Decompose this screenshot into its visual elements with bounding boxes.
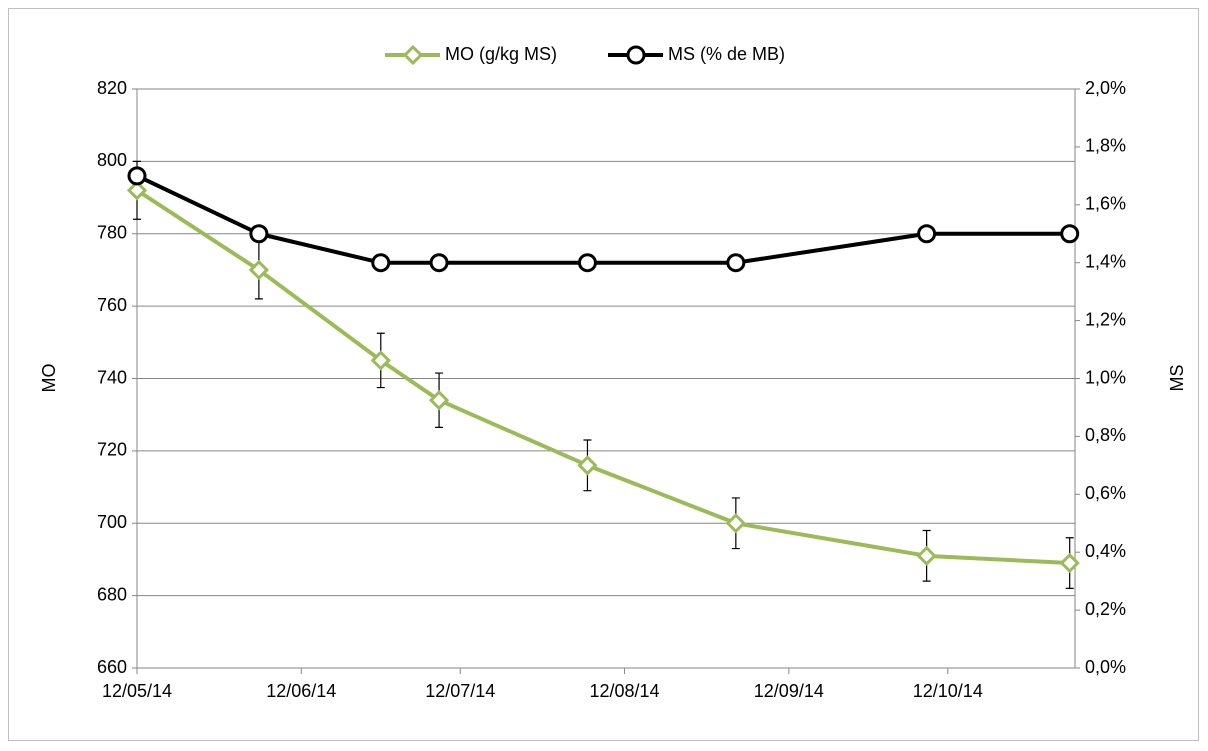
y2-tick-label: 1,0% bbox=[1085, 367, 1126, 387]
y-tick-label: 760 bbox=[97, 295, 127, 315]
x-tick-label: 12/08/14 bbox=[590, 681, 660, 701]
data-point bbox=[249, 224, 269, 244]
y2-tick-label: 0,0% bbox=[1085, 657, 1126, 677]
series-line bbox=[135, 188, 1070, 566]
data-point bbox=[916, 545, 937, 566]
y2-tick-label: 2,0% bbox=[1085, 78, 1126, 98]
y-tick-label: 700 bbox=[97, 512, 127, 532]
y2-tick-label: 0,8% bbox=[1085, 425, 1126, 445]
data-point bbox=[577, 455, 598, 476]
data-point bbox=[725, 513, 746, 534]
chart-frame bbox=[8, 8, 1199, 741]
y-tick-label: 680 bbox=[97, 584, 127, 604]
data-point bbox=[1060, 224, 1080, 244]
legend-marker bbox=[626, 45, 646, 65]
y2-tick-label: 1,6% bbox=[1085, 194, 1126, 214]
y2-tick-label: 1,4% bbox=[1085, 251, 1126, 271]
data-point bbox=[1059, 552, 1080, 574]
data-point bbox=[126, 180, 148, 201]
x-tick-label: 12/07/14 bbox=[425, 681, 495, 701]
legend-marker bbox=[402, 44, 424, 66]
y2-tick-label: 1,2% bbox=[1085, 309, 1126, 329]
data-point bbox=[429, 253, 449, 273]
y-tick-label: 800 bbox=[97, 150, 127, 170]
legend-label: MS (% de MB) bbox=[668, 44, 785, 64]
data-point bbox=[371, 253, 391, 273]
x-tick-label: 12/09/14 bbox=[754, 681, 824, 701]
x-tick-label: 12/10/14 bbox=[913, 681, 983, 701]
x-tick-label: 12/06/14 bbox=[266, 681, 336, 701]
data-point bbox=[577, 253, 597, 273]
y-tick-label: 740 bbox=[97, 367, 127, 387]
y2-axis-title: MS bbox=[1167, 365, 1187, 392]
data-point bbox=[917, 224, 937, 244]
y2-tick-label: 0,6% bbox=[1085, 483, 1126, 503]
data-point bbox=[248, 259, 270, 281]
y-tick-label: 780 bbox=[97, 223, 127, 243]
legend-label: MO (g/kg MS) bbox=[445, 44, 557, 64]
data-point bbox=[127, 166, 147, 186]
y2-tick-label: 0,4% bbox=[1085, 541, 1126, 561]
y-tick-label: 820 bbox=[97, 78, 127, 98]
data-point bbox=[370, 350, 391, 371]
data-point bbox=[428, 390, 450, 411]
x-tick-label: 12/05/14 bbox=[102, 681, 172, 701]
data-point bbox=[726, 253, 746, 273]
y-tick-label: 720 bbox=[97, 440, 127, 460]
y2-tick-label: 1,8% bbox=[1085, 136, 1126, 156]
series-line bbox=[136, 174, 1070, 265]
y2-tick-label: 0,2% bbox=[1085, 599, 1126, 619]
y-axis-title: MO bbox=[39, 364, 59, 393]
y-tick-label: 660 bbox=[97, 657, 127, 677]
